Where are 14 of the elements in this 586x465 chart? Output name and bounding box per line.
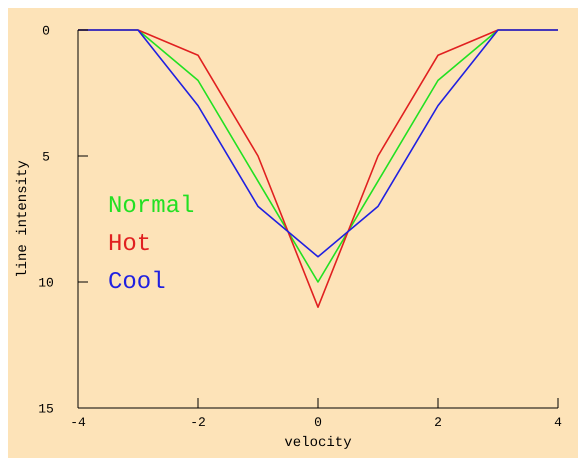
x-tick-label: -2 <box>190 415 206 430</box>
text: Cool <box>108 269 166 296</box>
x-tick-label: -4 <box>70 415 86 430</box>
x-axis-title: velocity <box>284 435 352 451</box>
text: Normal <box>108 193 194 220</box>
y-tick-label: 15 <box>38 402 54 417</box>
text: Hot <box>108 231 152 258</box>
x-tick-label: 2 <box>434 415 442 430</box>
y-axis-title: line intensity <box>15 160 31 278</box>
x-tick-label: 0 <box>314 415 322 430</box>
y-tick-label: 10 <box>38 276 54 291</box>
y-tick-label: 0 <box>42 24 50 39</box>
x-tick-label: 4 <box>554 415 562 430</box>
y-tick-label: 5 <box>42 150 50 165</box>
